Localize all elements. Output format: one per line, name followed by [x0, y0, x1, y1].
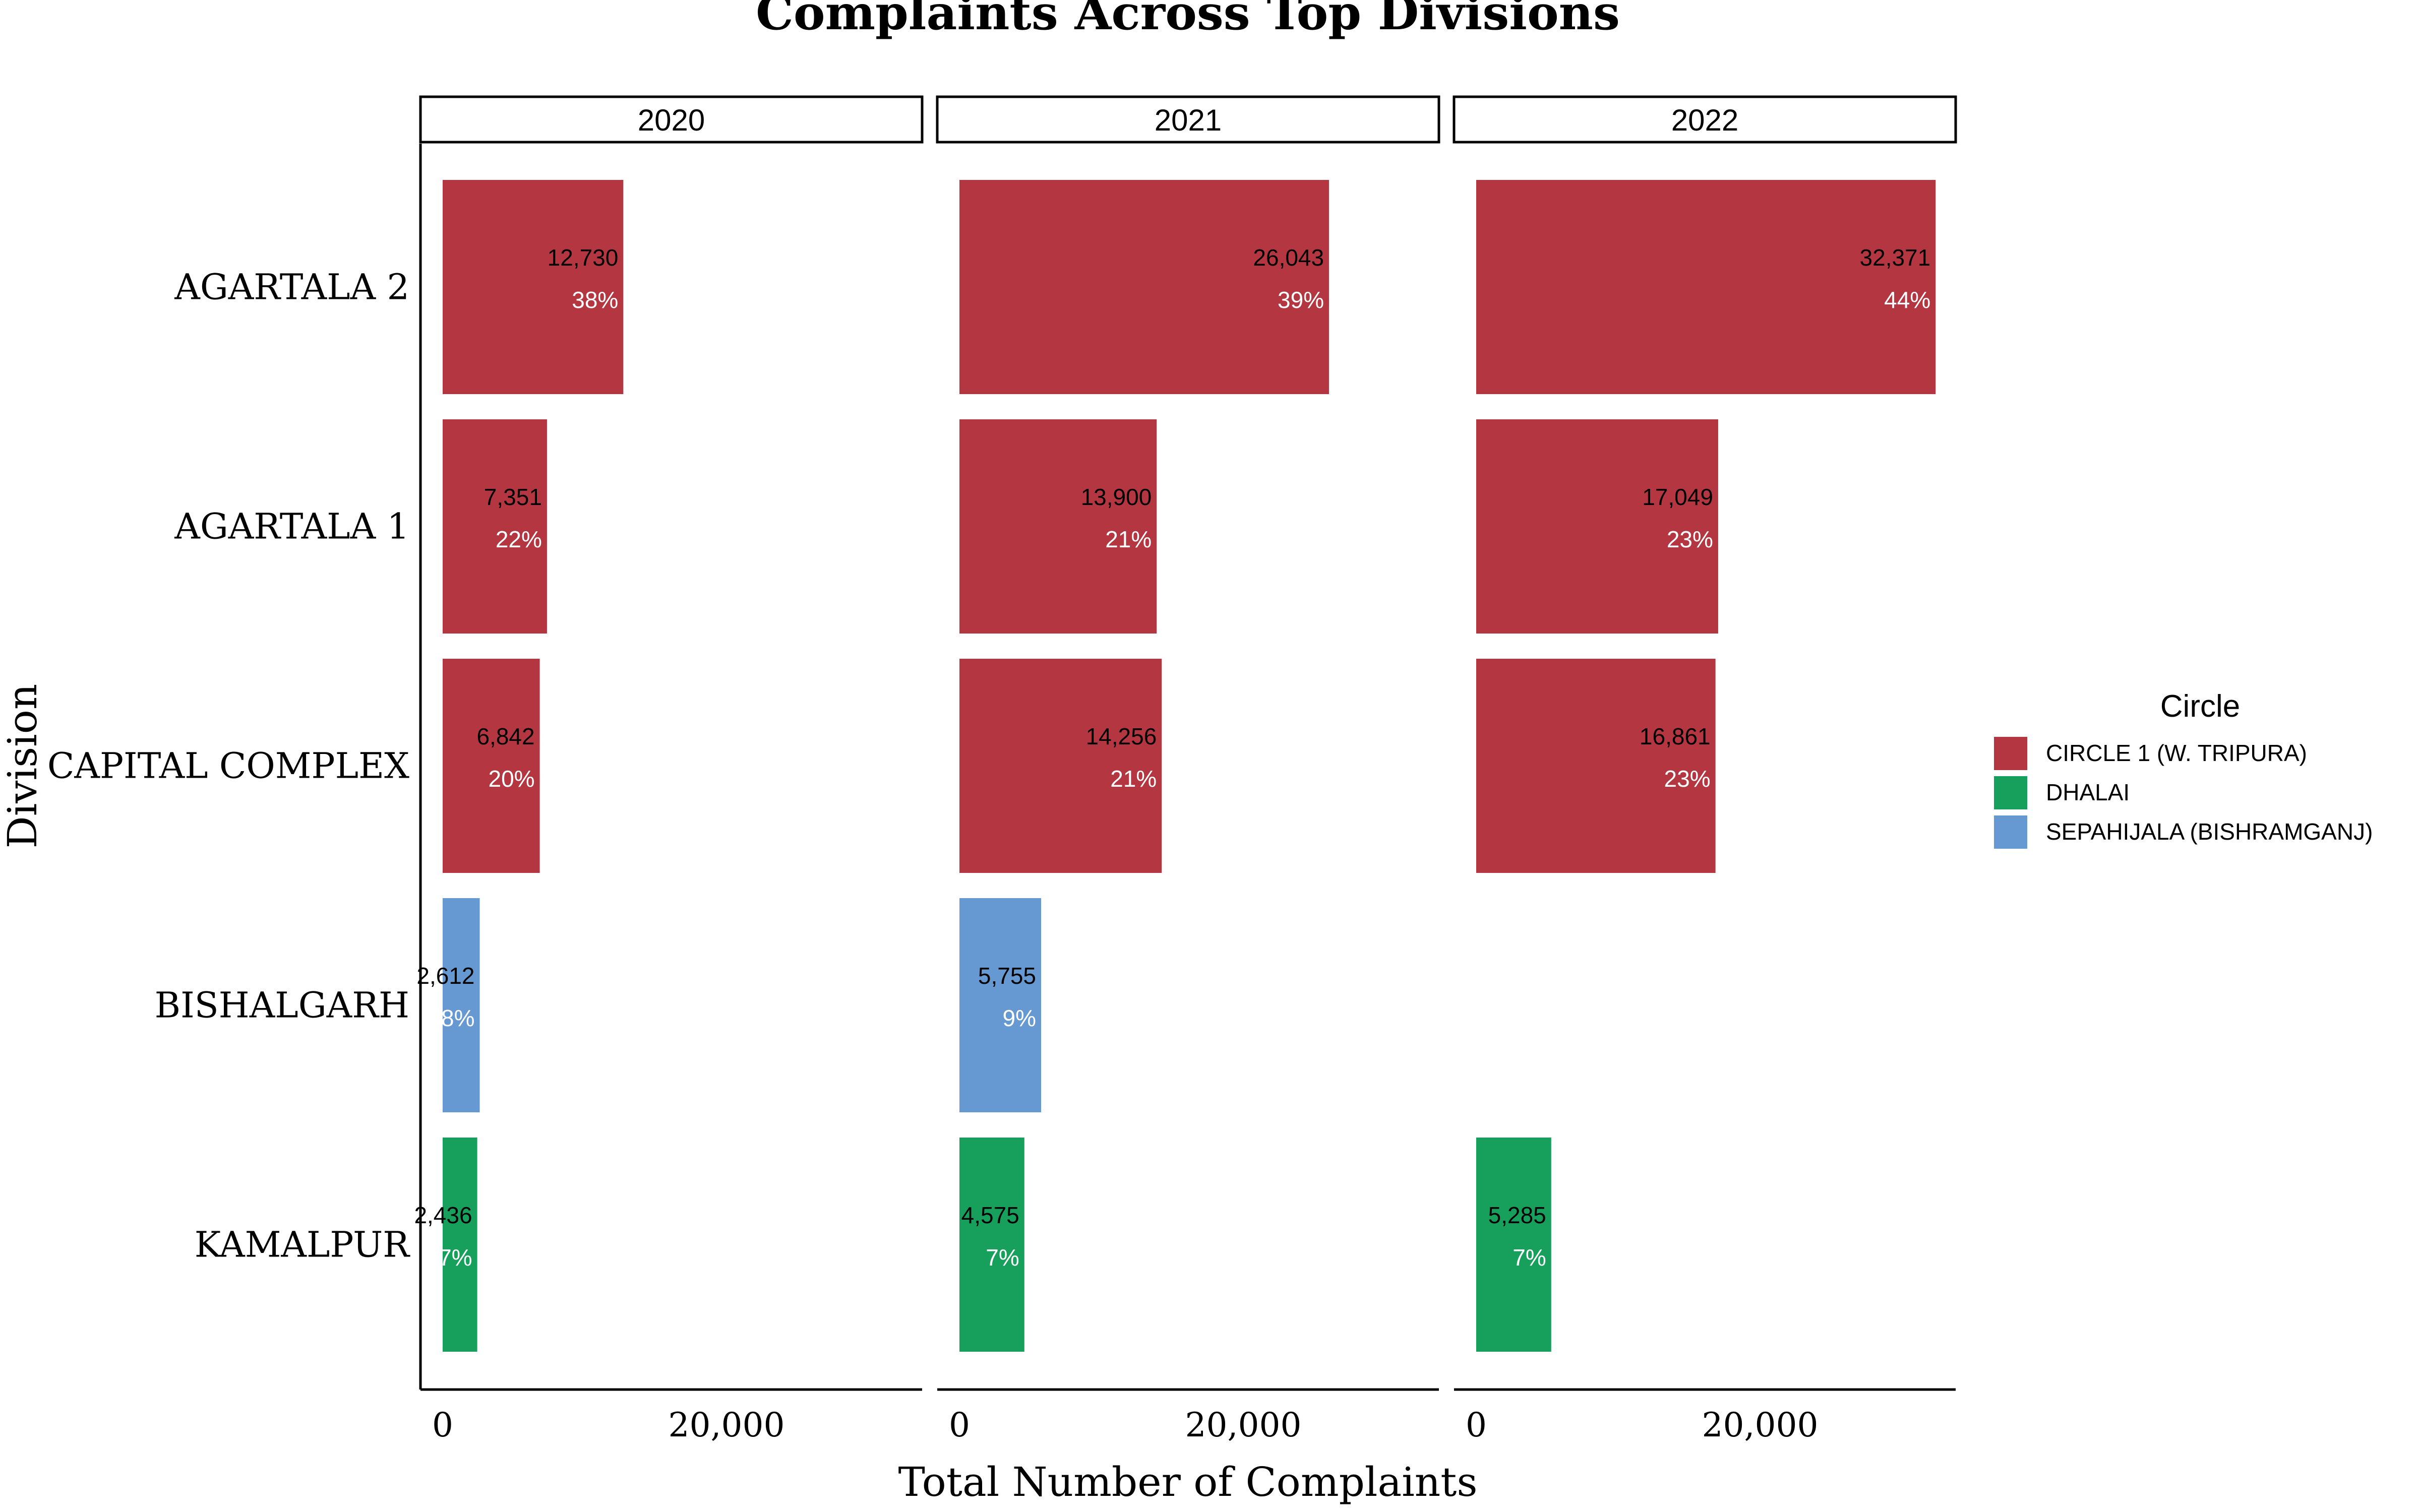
bar-percent-label: 9% [1003, 1005, 1036, 1031]
bar-percent-label: 7% [439, 1244, 472, 1271]
bar [1476, 1138, 1551, 1352]
bar [1476, 659, 1716, 873]
bar [443, 419, 547, 634]
facet-strip [419, 95, 924, 144]
bar-value-label: 32,371 [1860, 244, 1931, 271]
bar-percent-label: 44% [1884, 287, 1930, 313]
bar-value-label: 13,900 [1081, 484, 1152, 510]
bar-value-label: 26,043 [1253, 244, 1324, 271]
legend-swatch [1994, 815, 2027, 849]
facet-strip-label: 2021 [1155, 103, 1222, 137]
bar-percent-label: 21% [1110, 766, 1157, 792]
x-tick-label: 20,000 [1185, 1406, 1302, 1444]
x-tick-label: 0 [1466, 1406, 1487, 1444]
y-axis-title: Division [0, 684, 46, 849]
bar-value-label: 16,861 [1640, 723, 1711, 749]
legend-label: CIRCLE 1 (W. TRIPURA) [2046, 740, 2307, 766]
facet-2020: 2020 0 20,000 12,730 38% 7,351 22% 6,842 20% 2,61… [414, 95, 924, 1444]
legend-label: SEPAHIJALA (BISHRAMGANJ) [2046, 818, 2373, 845]
x-tick-label: 20,000 [669, 1406, 785, 1444]
legend-label: DHALAI [2046, 779, 2130, 805]
bar-value-label: 5,285 [1488, 1202, 1546, 1228]
bar [443, 1138, 477, 1352]
facet-2021: 2021 0 20,000 26,043 39% 13,900 21% 14,256 21% 5,… [936, 95, 1440, 1444]
legend-title: Circle [2160, 689, 2240, 724]
bar-percent-label: 22% [496, 526, 542, 552]
facet-strip [936, 95, 1440, 144]
bar-value-label: 2,612 [416, 963, 474, 989]
bar [959, 659, 1162, 873]
legend: Circle CIRCLE 1 (W. TRIPURA) DHALAI SEPAHIJ… [1994, 689, 2373, 849]
bar [959, 419, 1157, 634]
chart-title: Complaints Across Top Divisions [756, 0, 1620, 41]
bar [443, 180, 624, 394]
y-axis: AGARTALA 2 AGARTALA 1 CAPITAL COMPLEX BISHA… [47, 144, 422, 1390]
bar-percent-label: 8% [441, 1005, 474, 1031]
bar-percent-label: 39% [1278, 287, 1324, 313]
y-tick-label: AGARTALA 1 [174, 506, 409, 547]
bar [443, 659, 540, 873]
y-tick-label: KAMALPUR [195, 1224, 411, 1266]
legend-swatch [1994, 737, 2027, 770]
facets: 2020 0 20,000 12,730 38% 7,351 22% 6,842 20% 2,61… [414, 95, 1957, 1444]
bar-value-label: 7,351 [484, 484, 542, 510]
bar-percent-label: 23% [1667, 526, 1713, 552]
x-tick-label: 0 [432, 1406, 453, 1444]
x-tick-label: 20,000 [1702, 1406, 1819, 1444]
bar-value-label: 2,436 [414, 1202, 472, 1228]
bar-value-label: 5,755 [978, 963, 1036, 989]
bar-value-label: 14,256 [1086, 723, 1157, 749]
facet-2022: 2022 0 20,000 32,371 44% 17,049 23% 16,861 23% 5,… [1453, 95, 1957, 1444]
bar-percent-label: 20% [489, 766, 535, 792]
bar-value-label: 4,575 [961, 1202, 1019, 1228]
bar-value-label: 6,842 [476, 723, 534, 749]
legend-swatch [1994, 776, 2027, 809]
bar-percent-label: 7% [986, 1244, 1019, 1271]
bar [959, 180, 1329, 394]
bar-percent-label: 7% [1512, 1244, 1546, 1271]
bar [959, 898, 1042, 1112]
bar [443, 898, 480, 1112]
facet-strip-label: 2022 [1671, 103, 1738, 137]
bar [1476, 180, 1936, 394]
facet-strip-label: 2020 [638, 103, 705, 137]
x-tick-label: 0 [949, 1406, 970, 1444]
bar [959, 1138, 1024, 1352]
bar-value-label: 17,049 [1642, 484, 1713, 510]
bar-value-label: 12,730 [548, 244, 619, 271]
bar-percent-label: 38% [572, 287, 618, 313]
bar-percent-label: 21% [1105, 526, 1152, 552]
y-tick-label: BISHALGARH [155, 985, 409, 1026]
bar [1476, 419, 1718, 634]
facet-strip [1453, 95, 1957, 144]
y-tick-label: AGARTALA 2 [174, 267, 409, 308]
x-axis-title: Total Number of Complaints [898, 1459, 1477, 1505]
y-tick-label: CAPITAL COMPLEX [47, 745, 409, 787]
bar-percent-label: 23% [1664, 766, 1711, 792]
